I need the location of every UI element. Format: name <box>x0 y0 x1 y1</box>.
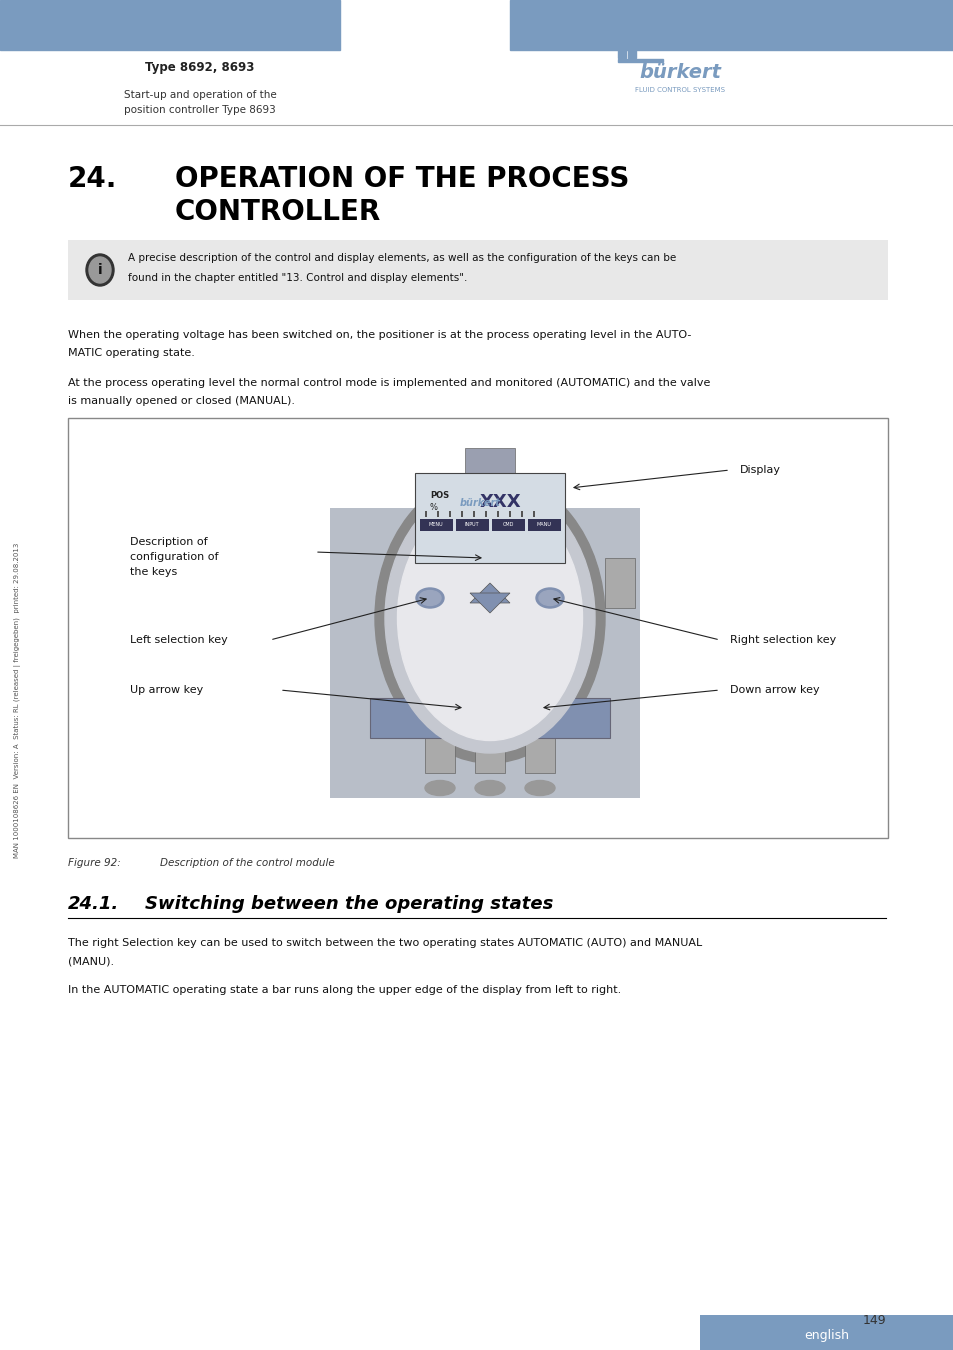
Text: 149: 149 <box>862 1314 885 1327</box>
Text: MENU: MENU <box>428 522 443 528</box>
Bar <box>424 733 455 774</box>
Ellipse shape <box>385 483 595 753</box>
Text: When the operating voltage has been switched on, the positioner is at the proces: When the operating voltage has been swit… <box>68 329 691 340</box>
Text: Down arrow key: Down arrow key <box>729 684 819 695</box>
Bar <box>492 518 524 531</box>
Bar <box>527 518 560 531</box>
Text: Start-up and operation of the: Start-up and operation of the <box>124 90 276 100</box>
Polygon shape <box>470 583 510 603</box>
Text: In the AUTOMATIC operating state a bar runs along the upper edge of the display : In the AUTOMATIC operating state a bar r… <box>68 986 620 995</box>
Text: Description of: Description of <box>130 537 208 547</box>
Text: 24.1.: 24.1. <box>68 895 119 913</box>
Text: the keys: the keys <box>130 567 177 576</box>
Bar <box>464 448 515 478</box>
Bar <box>460 512 462 517</box>
Text: Figure 92:: Figure 92: <box>68 859 121 868</box>
Bar <box>473 512 475 517</box>
Text: MAN 1000108626 EN  Version: A  Status: RL (released | freigegeben)  printed: 29.: MAN 1000108626 EN Version: A Status: RL … <box>14 543 22 857</box>
Text: Up arrow key: Up arrow key <box>130 684 203 695</box>
Bar <box>627 50 636 58</box>
Ellipse shape <box>538 590 560 606</box>
Text: english: english <box>803 1328 848 1342</box>
Text: A precise description of the control and display elements, as well as the config: A precise description of the control and… <box>128 252 676 263</box>
Text: The right Selection key can be used to switch between the two operating states A: The right Selection key can be used to s… <box>68 938 701 948</box>
Text: Display: Display <box>740 464 781 475</box>
Bar <box>415 472 564 563</box>
Text: bürkert: bürkert <box>459 498 500 508</box>
Text: OPERATION OF THE PROCESS: OPERATION OF THE PROCESS <box>174 165 629 193</box>
Bar <box>700 1315 953 1350</box>
Ellipse shape <box>375 472 604 763</box>
Ellipse shape <box>397 495 582 741</box>
Bar <box>497 512 498 517</box>
Bar <box>484 512 486 517</box>
Text: FLUID CONTROL SYSTEMS: FLUID CONTROL SYSTEMS <box>635 86 724 93</box>
Text: XXX: XXX <box>479 493 521 512</box>
Text: bürkert: bürkert <box>639 62 720 81</box>
Text: MATIC operating state.: MATIC operating state. <box>68 348 194 358</box>
Text: Right selection key: Right selection key <box>729 634 836 645</box>
Text: Switching between the operating states: Switching between the operating states <box>145 895 553 913</box>
Ellipse shape <box>86 254 113 286</box>
Text: (MANU).: (MANU). <box>68 956 114 967</box>
Text: Description of the control module: Description of the control module <box>160 859 335 868</box>
Text: POS: POS <box>430 491 449 500</box>
Bar <box>510 0 953 50</box>
Text: MANU: MANU <box>536 522 551 528</box>
Text: CMD: CMD <box>502 522 513 528</box>
Text: INPUT: INPUT <box>464 522 478 528</box>
Bar <box>424 512 427 517</box>
Bar <box>524 733 555 774</box>
Bar <box>0 0 339 50</box>
Bar <box>618 59 662 62</box>
Bar <box>533 512 535 517</box>
Ellipse shape <box>89 256 111 284</box>
Text: 24.: 24. <box>68 165 117 193</box>
Text: configuration of: configuration of <box>130 552 218 562</box>
Bar <box>68 418 887 838</box>
Polygon shape <box>470 593 510 613</box>
Bar <box>449 512 451 517</box>
Bar <box>618 50 625 58</box>
Ellipse shape <box>416 589 443 608</box>
Text: %: % <box>430 504 437 512</box>
Ellipse shape <box>418 590 440 606</box>
Bar <box>604 558 635 608</box>
Text: position controller Type 8693: position controller Type 8693 <box>124 105 275 115</box>
Bar <box>330 508 639 798</box>
Bar <box>520 512 522 517</box>
Bar <box>436 512 438 517</box>
FancyBboxPatch shape <box>68 240 887 300</box>
Bar <box>509 512 511 517</box>
Text: At the process operating level the normal control mode is implemented and monito: At the process operating level the norma… <box>68 378 710 387</box>
Ellipse shape <box>424 780 455 795</box>
Bar <box>419 518 453 531</box>
Bar <box>370 698 609 738</box>
Bar <box>456 518 489 531</box>
Text: i: i <box>97 263 102 277</box>
Ellipse shape <box>475 780 504 795</box>
Text: Type 8692, 8693: Type 8692, 8693 <box>145 62 254 74</box>
Ellipse shape <box>536 589 563 608</box>
Text: found in the chapter entitled "13. Control and display elements".: found in the chapter entitled "13. Contr… <box>128 273 467 284</box>
Text: CONTROLLER: CONTROLLER <box>174 198 381 225</box>
Bar <box>475 733 504 774</box>
Ellipse shape <box>524 780 555 795</box>
Text: Left selection key: Left selection key <box>130 634 228 645</box>
Text: is manually opened or closed (MANUAL).: is manually opened or closed (MANUAL). <box>68 396 294 406</box>
